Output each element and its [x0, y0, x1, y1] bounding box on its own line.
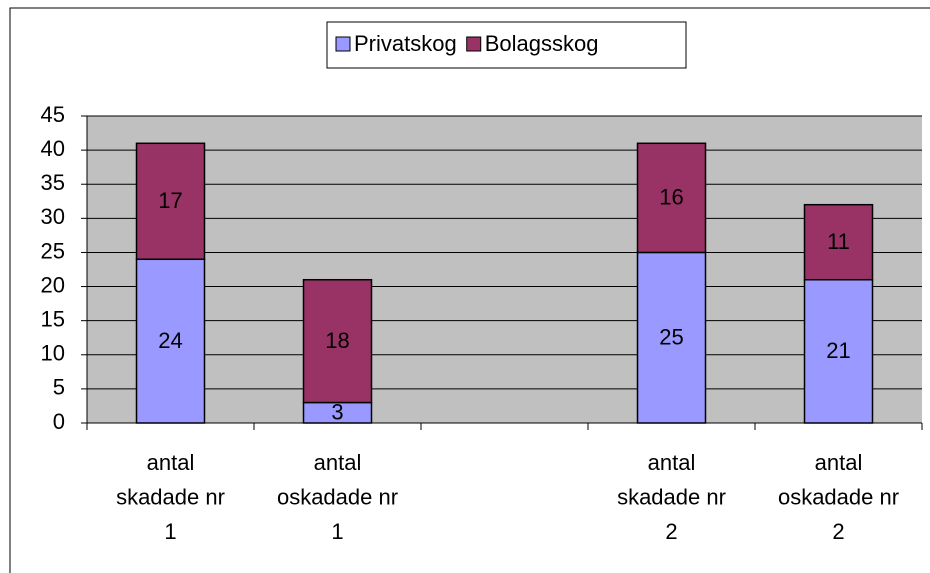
y-tick-label: 30	[41, 204, 65, 229]
bar-segment	[135, 142, 206, 261]
data-label: 24	[158, 328, 182, 353]
x-tick-label: antal oskadade nr 1	[277, 450, 398, 544]
bar-segment	[135, 258, 206, 424]
legend-label: Bolagsskog	[485, 31, 599, 56]
y-tick-label: 20	[41, 272, 65, 297]
bar-segment	[636, 251, 707, 424]
bar-segment	[803, 278, 874, 424]
y-tick-label: 5	[53, 375, 65, 400]
y-tick-label: 40	[41, 136, 65, 161]
legend-box	[326, 21, 687, 69]
data-label: 25	[659, 325, 683, 350]
bar-segment	[302, 278, 373, 404]
x-tick-label: antal skadade nr 1	[116, 450, 225, 544]
data-label: 3	[331, 400, 343, 425]
x-tick-label: antal skadade nr 2	[617, 450, 726, 544]
y-tick-label: 10	[41, 341, 65, 366]
legend-label: Privatskog	[354, 31, 457, 56]
bar-segment	[636, 142, 707, 254]
y-tick-label: 45	[41, 102, 65, 127]
y-tick-label: 35	[41, 170, 65, 195]
x-tick-label: antal oskadade nr 2	[778, 450, 899, 544]
data-label: 21	[826, 338, 850, 363]
bar-segment	[803, 203, 874, 281]
y-tick-label: 15	[41, 306, 65, 331]
data-label: 18	[325, 328, 349, 353]
data-label: 11	[827, 229, 850, 254]
data-label: 17	[158, 188, 182, 213]
data-label: 16	[659, 185, 683, 210]
legend-swatch	[466, 36, 482, 52]
plot-area	[87, 116, 922, 423]
legend-swatch	[335, 36, 351, 52]
y-tick-label: 25	[41, 238, 65, 263]
y-tick-label: 0	[53, 409, 65, 434]
